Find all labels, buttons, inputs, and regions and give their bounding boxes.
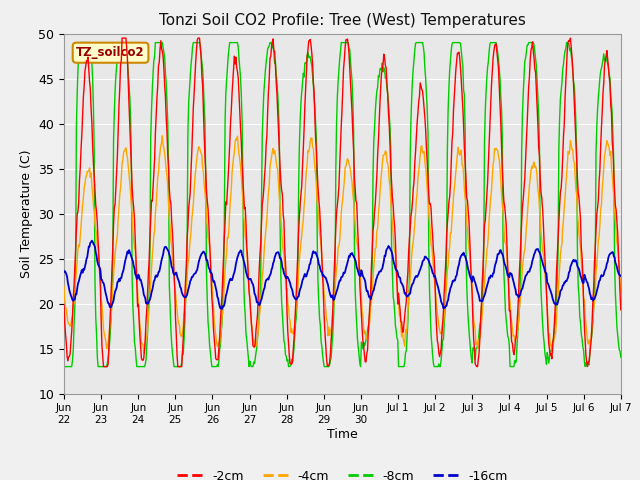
Y-axis label: Soil Temperature (C): Soil Temperature (C): [20, 149, 33, 278]
Title: Tonzi Soil CO2 Profile: Tree (West) Temperatures: Tonzi Soil CO2 Profile: Tree (West) Temp…: [159, 13, 526, 28]
Text: TZ_soilco2: TZ_soilco2: [76, 46, 145, 59]
X-axis label: Time: Time: [327, 428, 358, 441]
Legend: -2cm, -4cm, -8cm, -16cm: -2cm, -4cm, -8cm, -16cm: [172, 465, 513, 480]
